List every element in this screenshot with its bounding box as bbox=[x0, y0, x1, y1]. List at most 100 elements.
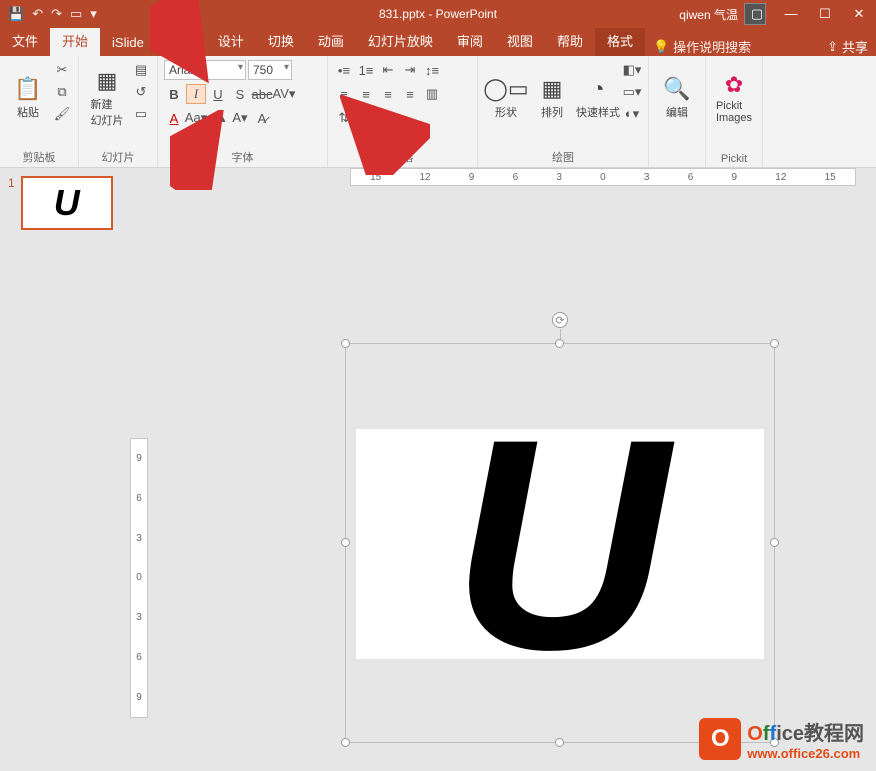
qat-more-icon[interactable]: ▾ bbox=[90, 6, 97, 22]
tell-me[interactable]: 💡操作说明搜索 bbox=[653, 37, 751, 56]
vertical-ruler: 9630369 bbox=[130, 438, 148, 718]
shape-effects-button[interactable]: ◐▾ bbox=[622, 104, 642, 124]
rotate-handle[interactable]: ⟳ bbox=[552, 312, 568, 328]
shape-outline-button[interactable]: ▭▾ bbox=[622, 82, 642, 102]
numbering-button[interactable]: 1≡ bbox=[356, 60, 376, 80]
start-slideshow-icon[interactable]: ▭ bbox=[70, 6, 82, 22]
group-pickit: ✿Pickit Images Pickit bbox=[706, 56, 763, 167]
clear-format-button[interactable]: A̷ bbox=[252, 108, 272, 128]
window-buttons: ▢ — ☐ ✕ bbox=[740, 6, 876, 22]
resize-handle[interactable] bbox=[341, 538, 350, 547]
resize-handle[interactable] bbox=[770, 538, 779, 547]
shrink-font-button[interactable]: A▾ bbox=[230, 108, 250, 128]
shapes-button[interactable]: ◯▭形状 bbox=[484, 60, 528, 136]
redo-icon[interactable]: ↷ bbox=[51, 6, 62, 22]
resize-handle[interactable] bbox=[341, 738, 350, 747]
strike-button[interactable]: abc bbox=[252, 84, 272, 104]
lightbulb-icon: 💡 bbox=[653, 39, 669, 55]
editing-button[interactable]: 🔍编辑 bbox=[655, 60, 699, 136]
bold-button[interactable]: B bbox=[164, 84, 184, 104]
share-button[interactable]: ⇪共享 bbox=[827, 37, 868, 56]
find-icon: 🔍 bbox=[663, 76, 690, 102]
textbox-content[interactable]: U bbox=[356, 429, 764, 659]
watermark-url: www.office26.com bbox=[747, 746, 864, 761]
shadow-button[interactable]: S bbox=[230, 84, 250, 104]
grow-font-button[interactable]: A▴ bbox=[208, 108, 228, 128]
justify-button[interactable]: ≡ bbox=[400, 84, 420, 104]
char-spacing-button[interactable]: AV▾ bbox=[274, 84, 294, 104]
resize-handle[interactable] bbox=[341, 339, 350, 348]
quick-access-toolbar: 💾 ↶ ↷ ▭ ▾ bbox=[0, 6, 97, 22]
resize-handle[interactable] bbox=[555, 738, 564, 747]
save-icon[interactable]: 💾 bbox=[8, 6, 24, 22]
text-direction-button[interactable]: ⇅ bbox=[334, 108, 354, 128]
slide-canvas[interactable]: 151296303691215 9630369 ⟳ U bbox=[130, 168, 876, 771]
indent-dec-button[interactable]: ⇤ bbox=[378, 60, 398, 80]
tab-insert[interactable]: 插入 bbox=[156, 25, 206, 56]
group-label-paragraph: 段落 bbox=[334, 147, 471, 165]
format-painter-icon[interactable]: 🖌 bbox=[52, 104, 72, 124]
align-right-button[interactable]: ≡ bbox=[378, 84, 398, 104]
bullets-button[interactable]: •≡ bbox=[334, 60, 354, 80]
align-left-button[interactable]: ≡ bbox=[334, 84, 354, 104]
paste-icon: 📋 bbox=[14, 76, 41, 102]
resize-handle[interactable] bbox=[770, 339, 779, 348]
tab-review[interactable]: 审阅 bbox=[445, 25, 495, 56]
title-bar: 💾 ↶ ↷ ▭ ▾ 831.pptx - PowerPoint qiwen 气温… bbox=[0, 0, 876, 28]
font-color-button[interactable]: A bbox=[164, 108, 184, 128]
tab-animation[interactable]: 动画 bbox=[306, 25, 356, 56]
group-paragraph: •≡ 1≡ ⇤ ⇥ ↕≡ ≡ ≡ ≡ ≡ ▥ ⇅ ⊟ ⬘ 段落 bbox=[328, 56, 478, 167]
change-case-button[interactable]: Aa▾ bbox=[186, 108, 206, 128]
tab-help[interactable]: 帮助 bbox=[545, 25, 595, 56]
font-size-input[interactable] bbox=[248, 60, 292, 80]
group-editing: 🔍编辑 bbox=[649, 56, 706, 167]
align-center-button[interactable]: ≡ bbox=[356, 84, 376, 104]
align-text-button[interactable]: ⊟ bbox=[356, 108, 376, 128]
quick-styles-button[interactable]: ◔快速样式 bbox=[576, 60, 620, 136]
tab-slideshow[interactable]: 幻灯片放映 bbox=[356, 25, 445, 56]
copy-icon[interactable]: ⧉ bbox=[52, 82, 72, 102]
ribbon-options-icon[interactable]: ▢ bbox=[740, 6, 774, 22]
group-font: B I U S abc AV▾ A Aa▾ A▴ A▾ A̷ 字体 bbox=[158, 56, 328, 167]
styles-icon: ◔ bbox=[591, 76, 604, 102]
group-slides: ▦ 新建 幻灯片 ▤ ↺ ▭ 幻灯片 bbox=[79, 56, 158, 167]
layout-icon[interactable]: ▤ bbox=[131, 60, 151, 80]
indent-inc-button[interactable]: ⇥ bbox=[400, 60, 420, 80]
italic-button[interactable]: I bbox=[186, 84, 206, 104]
new-slide-button[interactable]: ▦ 新建 幻灯片 bbox=[85, 60, 129, 136]
tab-islide[interactable]: iSlide bbox=[100, 29, 156, 56]
line-spacing-button[interactable]: ↕≡ bbox=[422, 60, 442, 80]
tab-file[interactable]: 文件 bbox=[0, 25, 50, 56]
shape-fill-button[interactable]: ◧▾ bbox=[622, 60, 642, 80]
group-label-drawing: 绘图 bbox=[484, 147, 642, 165]
paste-button[interactable]: 📋 粘贴 bbox=[6, 60, 50, 136]
tab-home[interactable]: 开始 bbox=[50, 25, 100, 56]
reset-icon[interactable]: ↺ bbox=[131, 82, 151, 102]
maximize-icon[interactable]: ☐ bbox=[808, 6, 842, 22]
minimize-icon[interactable]: — bbox=[774, 6, 808, 22]
pickit-icon: ✿ bbox=[725, 72, 743, 98]
tab-view[interactable]: 视图 bbox=[495, 25, 545, 56]
tab-format[interactable]: 格式 bbox=[595, 25, 645, 56]
arrange-icon: ▦ bbox=[542, 76, 563, 102]
smartart-button[interactable]: ⬘ bbox=[378, 108, 398, 128]
tab-transition[interactable]: 切换 bbox=[256, 25, 306, 56]
arrange-button[interactable]: ▦排列 bbox=[530, 60, 574, 136]
group-label-pickit: Pickit bbox=[712, 151, 756, 165]
tab-design[interactable]: 设计 bbox=[206, 25, 256, 56]
shapes-icon: ◯▭ bbox=[483, 76, 528, 102]
underline-button[interactable]: U bbox=[208, 84, 228, 104]
group-drawing: ◯▭形状 ▦排列 ◔快速样式 ◧▾ ▭▾ ◐▾ 绘图 bbox=[478, 56, 649, 167]
close-icon[interactable]: ✕ bbox=[842, 6, 876, 22]
thumbnail-1[interactable]: 1 U bbox=[8, 176, 122, 230]
slide-thumbnails: 1 U bbox=[0, 168, 130, 771]
cut-icon[interactable]: ✂ bbox=[52, 60, 72, 80]
resize-handle[interactable] bbox=[555, 339, 564, 348]
font-name-input[interactable] bbox=[164, 60, 246, 80]
columns-button[interactable]: ▥ bbox=[422, 84, 442, 104]
section-icon[interactable]: ▭ bbox=[131, 104, 151, 124]
thumbnail-preview: U bbox=[21, 176, 113, 230]
pickit-button[interactable]: ✿Pickit Images bbox=[712, 60, 756, 136]
textbox-selection[interactable]: ⟳ U bbox=[345, 343, 775, 743]
undo-icon[interactable]: ↶ bbox=[32, 6, 43, 22]
